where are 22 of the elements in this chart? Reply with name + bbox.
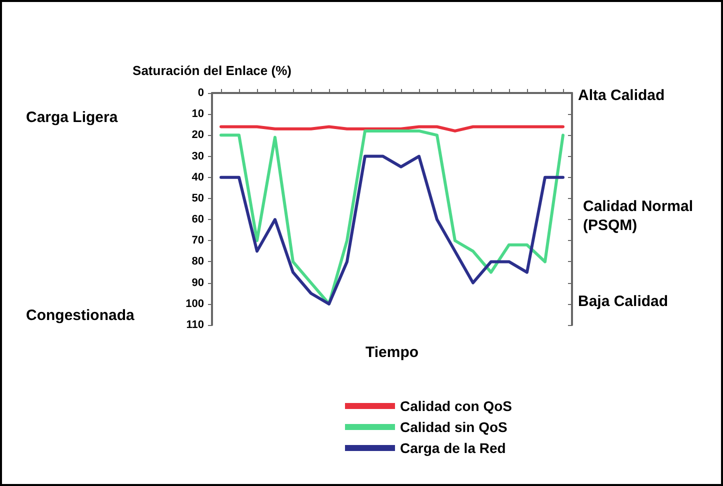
y-tick-label: 70 [192,234,204,247]
legend-label: Carga de la Red [400,440,506,456]
text: Calidad Normal (PSQM) [583,198,698,234]
y-tick-label: 40 [192,171,204,184]
text: Congestionada [26,307,135,324]
text: Carga Ligera [26,109,118,126]
y-tick-label: 110 [186,319,204,331]
y-tick-label: 80 [192,256,204,268]
y-tick-label: 90 [192,276,204,289]
y-axis-title: Saturación del Enlace (%) [132,63,292,78]
y-tick-label: 60 [192,214,204,226]
x-axis-title: Tiempo [365,344,419,361]
y-tick-label: 50 [192,192,204,204]
text: Alta Calidad [578,87,665,104]
y-tick-label: 100 [186,298,204,310]
text: Baja Calidad [578,293,668,310]
y-tick-label: 20 [192,129,204,142]
y-tick-label: 10 [192,108,204,120]
y-tick-label: 0 [198,87,204,99]
legend-label: Calidad con QoS [400,398,512,414]
y-tick-label: 30 [192,150,204,162]
legend-label: Calidad sin QoS [400,419,508,435]
